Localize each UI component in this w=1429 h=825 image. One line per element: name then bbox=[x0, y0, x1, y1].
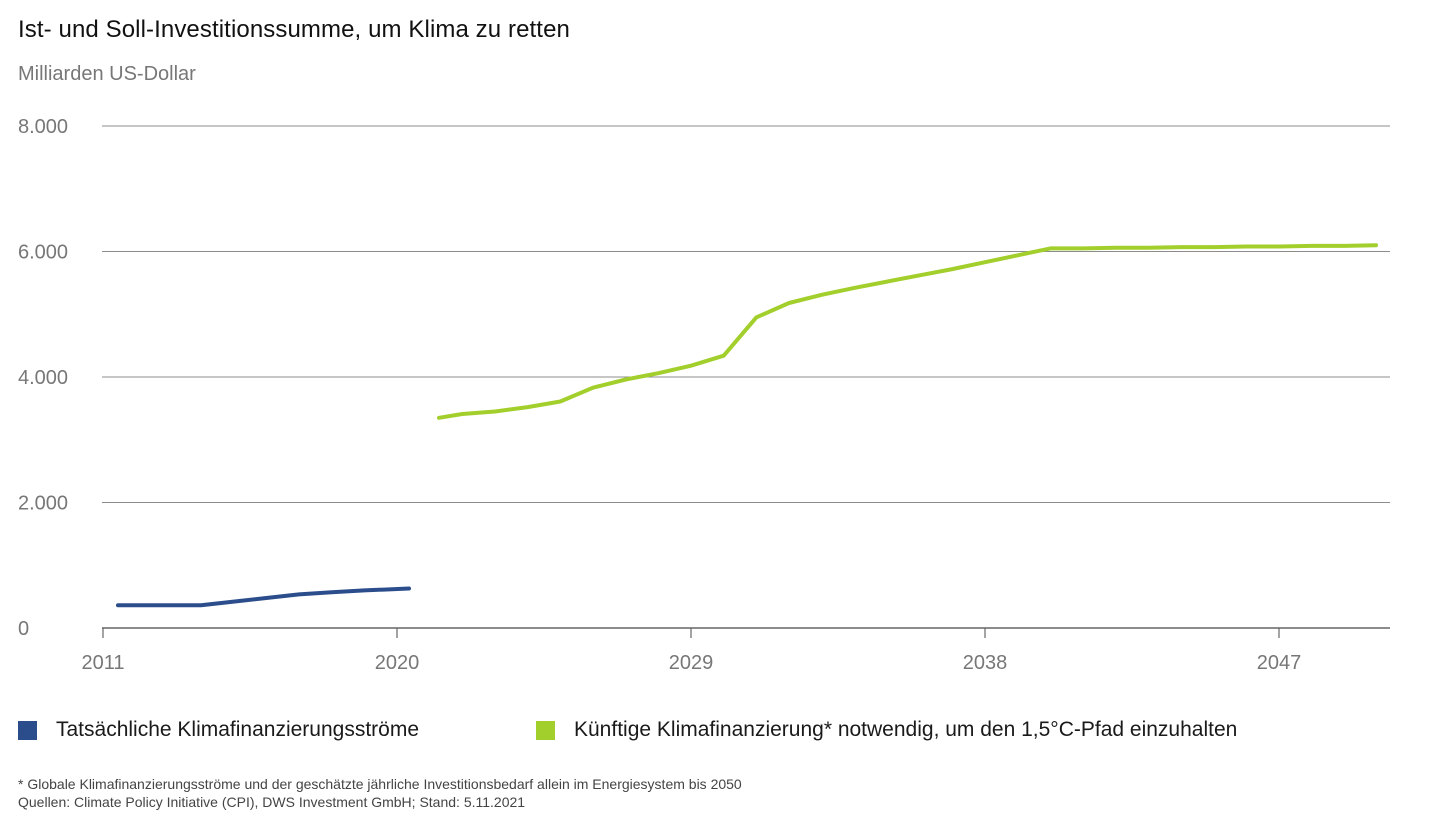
y-tick-label-2: 4.000 bbox=[18, 367, 68, 389]
x-tick-label-3: 2038 bbox=[963, 652, 1008, 674]
series-line-0 bbox=[116, 586, 411, 608]
line-chart: 0 2.000 4.000 6.000 8.000 2011 2020 2029 2038 204… bbox=[18, 116, 1390, 674]
legend-swatch-actual bbox=[18, 720, 37, 740]
legend-label-actual: Tatsächliche Klimafinanzierungsströme bbox=[56, 718, 419, 741]
legend-item-actual: Tatsächliche Klimafinanzierungsströme bbox=[18, 718, 419, 742]
chart-title: Ist- und Soll-Investitionssumme, um Klim… bbox=[18, 16, 570, 43]
x-tick-label-1: 2020 bbox=[375, 652, 420, 674]
x-tick-label-2: 2029 bbox=[669, 652, 714, 674]
footnote-definition: * Globale Klimafinanzierungsströme und d… bbox=[18, 776, 742, 792]
legend-label-future: Künftige Klimafinanzierung* notwendig, u… bbox=[574, 718, 1238, 741]
legend-item-future: Künftige Klimafinanzierung* notwendig, u… bbox=[536, 718, 1237, 742]
series-line-1 bbox=[437, 243, 1378, 420]
chart-subtitle: Milliarden US-Dollar bbox=[18, 63, 196, 85]
y-tick-label-4: 8.000 bbox=[18, 116, 68, 138]
footnote-sources: Quellen: Climate Policy Initiative (CPI)… bbox=[18, 794, 526, 810]
y-tick-label-0: 0 bbox=[18, 618, 29, 640]
y-tick-label-3: 6.000 bbox=[18, 242, 68, 264]
x-tick-label-0: 2011 bbox=[81, 652, 124, 674]
legend-swatch-future bbox=[536, 720, 555, 740]
y-tick-label-1: 2.000 bbox=[18, 493, 68, 515]
x-tick-label-4: 2047 bbox=[1257, 652, 1302, 674]
